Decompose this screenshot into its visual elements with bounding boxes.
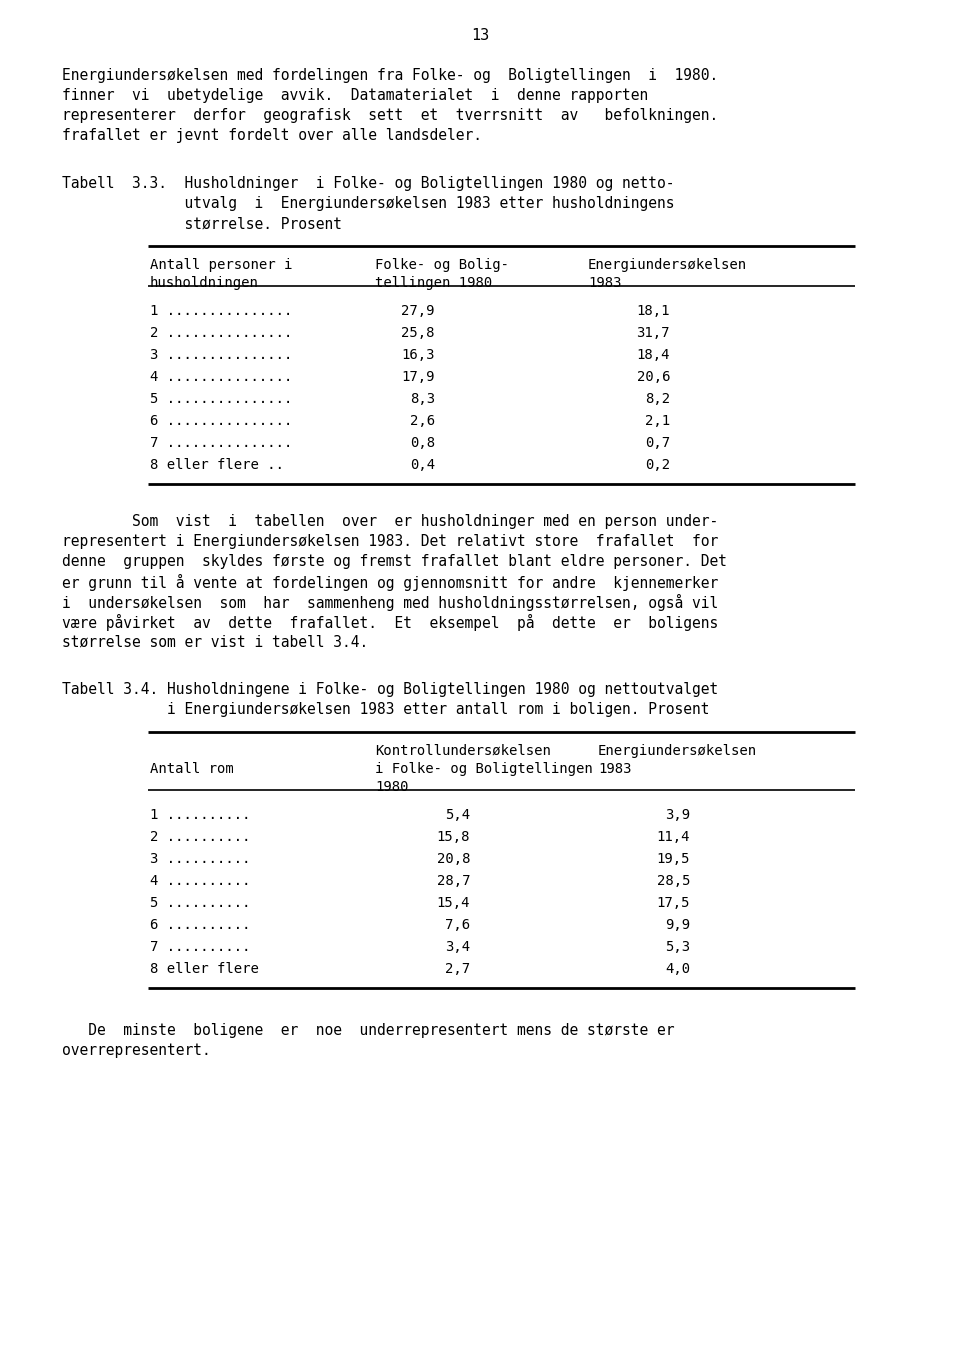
Text: De  minste  boligene  er  noe  underrepresentert mens de største er: De minste boligene er noe underrepresent… bbox=[62, 1024, 675, 1039]
Text: 15,8: 15,8 bbox=[437, 830, 470, 844]
Text: 27,9: 27,9 bbox=[401, 305, 435, 318]
Text: 4 ...............: 4 ............... bbox=[150, 370, 293, 384]
Text: 0,7: 0,7 bbox=[645, 436, 670, 450]
Text: husholdningen: husholdningen bbox=[150, 276, 259, 289]
Text: i Energiundersøkelsen 1983 etter antall rom i boligen. Prosent: i Energiundersøkelsen 1983 etter antall … bbox=[62, 702, 709, 718]
Text: 19,5: 19,5 bbox=[657, 852, 690, 866]
Text: Antall personer i: Antall personer i bbox=[150, 258, 293, 272]
Text: 18,1: 18,1 bbox=[636, 305, 670, 318]
Text: 1983: 1983 bbox=[588, 276, 621, 289]
Text: frafallet er jevnt fordelt over alle landsdeler.: frafallet er jevnt fordelt over alle lan… bbox=[62, 128, 482, 143]
Text: 16,3: 16,3 bbox=[401, 348, 435, 362]
Text: 8,2: 8,2 bbox=[645, 392, 670, 406]
Text: 3 ...............: 3 ............... bbox=[150, 348, 293, 362]
Text: 0,2: 0,2 bbox=[645, 458, 670, 472]
Text: 1 ..........: 1 .......... bbox=[150, 808, 251, 822]
Text: 5 ..........: 5 .......... bbox=[150, 896, 251, 910]
Text: 3 ..........: 3 .......... bbox=[150, 852, 251, 866]
Text: 2,7: 2,7 bbox=[444, 962, 470, 975]
Text: størrelse som er vist i tabell 3.4.: størrelse som er vist i tabell 3.4. bbox=[62, 634, 369, 649]
Text: 15,4: 15,4 bbox=[437, 896, 470, 910]
Text: 28,5: 28,5 bbox=[657, 874, 690, 888]
Text: 17,5: 17,5 bbox=[657, 896, 690, 910]
Text: Folke- og Bolig-: Folke- og Bolig- bbox=[375, 258, 509, 272]
Text: 1983: 1983 bbox=[598, 761, 632, 777]
Text: Antall rom: Antall rom bbox=[150, 761, 233, 777]
Text: utvalg  i  Energiundersøkelsen 1983 etter husholdningens: utvalg i Energiundersøkelsen 1983 etter … bbox=[62, 196, 675, 211]
Text: 4 ..........: 4 .......... bbox=[150, 874, 251, 888]
Text: 18,4: 18,4 bbox=[636, 348, 670, 362]
Text: størrelse. Prosent: størrelse. Prosent bbox=[62, 215, 342, 230]
Text: denne  gruppen  skyldes første og fremst frafallet blant eldre personer. Det: denne gruppen skyldes første og fremst f… bbox=[62, 554, 727, 569]
Text: 0,4: 0,4 bbox=[410, 458, 435, 472]
Text: tellingen 1980: tellingen 1980 bbox=[375, 276, 492, 289]
Text: 8 eller flere: 8 eller flere bbox=[150, 962, 259, 975]
Text: er grunn til å vente at fordelingen og gjennomsnitt for andre  kjennemerker: er grunn til å vente at fordelingen og g… bbox=[62, 573, 718, 591]
Text: 7,6: 7,6 bbox=[444, 918, 470, 932]
Text: 1 ...............: 1 ............... bbox=[150, 305, 293, 318]
Text: 2 ..........: 2 .......... bbox=[150, 830, 251, 844]
Text: 2,6: 2,6 bbox=[410, 414, 435, 428]
Text: Tabell  3.3.  Husholdninger  i Folke- og Boligtellingen 1980 og netto-: Tabell 3.3. Husholdninger i Folke- og Bo… bbox=[62, 176, 675, 191]
Text: 25,8: 25,8 bbox=[401, 327, 435, 340]
Text: 5,4: 5,4 bbox=[444, 808, 470, 822]
Text: 0,8: 0,8 bbox=[410, 436, 435, 450]
Text: 20,8: 20,8 bbox=[437, 852, 470, 866]
Text: Kontrollundersøkelsen: Kontrollundersøkelsen bbox=[375, 744, 551, 757]
Text: i Folke- og Boligtellingen: i Folke- og Boligtellingen bbox=[375, 761, 592, 777]
Text: 7 ..........: 7 .......... bbox=[150, 940, 251, 954]
Text: 31,7: 31,7 bbox=[636, 327, 670, 340]
Text: 4,0: 4,0 bbox=[665, 962, 690, 975]
Text: 3,9: 3,9 bbox=[665, 808, 690, 822]
Text: 11,4: 11,4 bbox=[657, 830, 690, 844]
Text: 3,4: 3,4 bbox=[444, 940, 470, 954]
Text: overrepresentert.: overrepresentert. bbox=[62, 1043, 211, 1058]
Text: 2 ...............: 2 ............... bbox=[150, 327, 293, 340]
Text: 2,1: 2,1 bbox=[645, 414, 670, 428]
Text: 6 ...............: 6 ............... bbox=[150, 414, 293, 428]
Text: 8 eller flere ..: 8 eller flere .. bbox=[150, 458, 284, 472]
Text: 28,7: 28,7 bbox=[437, 874, 470, 888]
Text: representert i Energiundersøkelsen 1983. Det relativt store  frafallet  for: representert i Energiundersøkelsen 1983.… bbox=[62, 534, 718, 549]
Text: 6 ..........: 6 .......... bbox=[150, 918, 251, 932]
Text: 17,9: 17,9 bbox=[401, 370, 435, 384]
Text: representerer  derfor  geografisk  sett  et  tverrsnitt  av   befolkningen.: representerer derfor geografisk sett et … bbox=[62, 108, 718, 123]
Text: 5 ...............: 5 ............... bbox=[150, 392, 293, 406]
Text: 13: 13 bbox=[470, 27, 490, 43]
Text: 5,3: 5,3 bbox=[665, 940, 690, 954]
Text: 20,6: 20,6 bbox=[636, 370, 670, 384]
Text: Energiundersøkelsen: Energiundersøkelsen bbox=[588, 258, 747, 272]
Text: være påvirket  av  dette  frafallet.  Et  eksempel  på  dette  er  boligens: være påvirket av dette frafallet. Et eks… bbox=[62, 615, 718, 631]
Text: i  undersøkelsen  som  har  sammenheng med husholdningsstørrelsen, også vil: i undersøkelsen som har sammenheng med h… bbox=[62, 594, 718, 611]
Text: Energiundersøkelsen: Energiundersøkelsen bbox=[598, 744, 757, 757]
Text: 9,9: 9,9 bbox=[665, 918, 690, 932]
Text: Tabell 3.4. Husholdningene i Folke- og Boligtellingen 1980 og nettoutvalget: Tabell 3.4. Husholdningene i Folke- og B… bbox=[62, 682, 718, 697]
Text: Energiundersøkelsen med fordelingen fra Folke- og  Boligtellingen  i  1980.: Energiundersøkelsen med fordelingen fra … bbox=[62, 69, 718, 82]
Text: 7 ...............: 7 ............... bbox=[150, 436, 293, 450]
Text: 1980: 1980 bbox=[375, 781, 409, 794]
Text: finner  vi  ubetydelige  avvik.  Datamaterialet  i  denne rapporten: finner vi ubetydelige avvik. Datamateria… bbox=[62, 88, 648, 103]
Text: 8,3: 8,3 bbox=[410, 392, 435, 406]
Text: Som  vist  i  tabellen  over  er husholdninger med en person under-: Som vist i tabellen over er husholdninge… bbox=[62, 514, 718, 530]
